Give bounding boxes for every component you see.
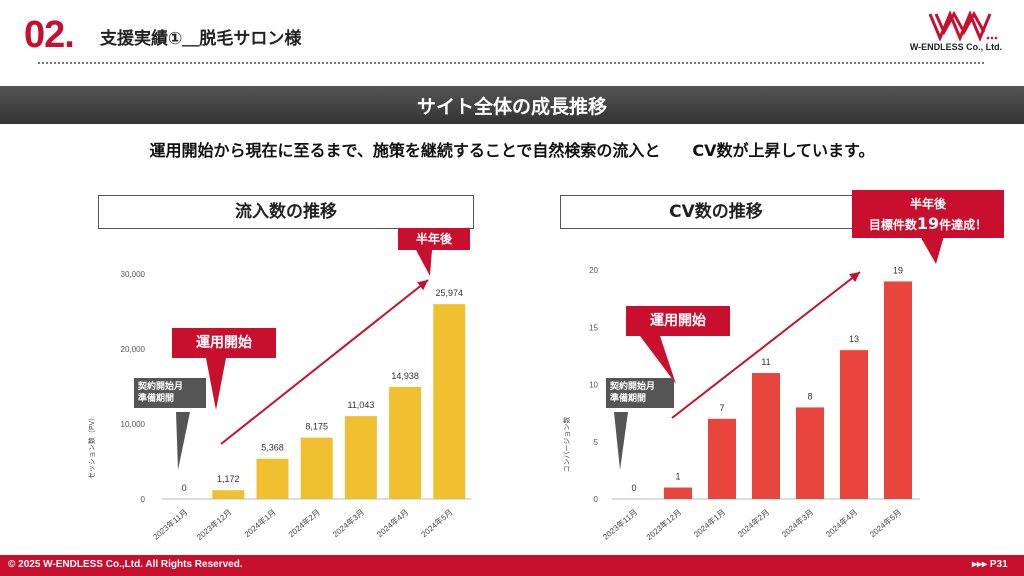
right-callout-prep: 契約開始月 準備期間 xyxy=(606,378,674,408)
right-callout-half-text-b: 件達成！ xyxy=(939,218,988,232)
left-bar-value-label: 11,043 xyxy=(347,400,374,410)
right-bar xyxy=(752,373,780,499)
company-logo-text: W-ENDLESS Co., Ltd. xyxy=(909,42,1003,52)
right-bar xyxy=(796,407,824,499)
right-callout-start: 運用開始 xyxy=(626,306,730,336)
left-ytick-label: 30,000 xyxy=(121,270,146,279)
right-bar-value-label: 7 xyxy=(719,403,724,413)
left-bar-value-label: 1,172 xyxy=(217,474,240,484)
right-callout-half: 半年後 目標件数19件達成！ xyxy=(852,190,1004,238)
left-bar xyxy=(433,304,466,499)
left-bar-value-label: 14,938 xyxy=(391,371,419,381)
section-number: 02. xyxy=(24,14,75,56)
right-y-axis-label: コンバージョン数 xyxy=(562,417,571,473)
right-bar-value-label: 0 xyxy=(631,483,636,493)
right-bar xyxy=(664,487,692,499)
right-bar-value-label: 19 xyxy=(893,265,903,275)
section-banner-title: サイト全体の成長推移 xyxy=(416,96,607,118)
right-bar xyxy=(708,418,736,499)
left-bar-value-label: 0 xyxy=(182,483,187,493)
left-bar xyxy=(300,437,333,499)
left-y-axis-label: セッション数（PV） xyxy=(87,414,96,479)
right-ytick-label: 15 xyxy=(589,323,598,332)
right-ytick-label: 10 xyxy=(589,381,598,390)
left-bar-value-label: 5,368 xyxy=(261,443,284,453)
right-callout-half-text-a: 目標件数 xyxy=(868,218,917,232)
right-callout-half-line2: 目標件数19件達成！ xyxy=(852,214,1004,235)
right-bar xyxy=(840,350,868,499)
right-ytick-label: 20 xyxy=(589,266,598,275)
header-divider xyxy=(38,62,984,64)
left-trend-arrow-head xyxy=(417,280,428,291)
left-ytick-label: 20,000 xyxy=(121,345,146,354)
right-trend-arrow-head xyxy=(849,272,860,283)
right-ytick-label: 0 xyxy=(594,495,599,504)
footer-bar xyxy=(0,555,1024,576)
left-callout-half: 半年後 xyxy=(398,228,470,250)
right-trend-arrow-line xyxy=(671,271,861,419)
right-callout-half-line1: 半年後 xyxy=(909,197,946,211)
left-trend-arrow-line xyxy=(220,279,429,445)
left-ytick-label: 10,000 xyxy=(121,420,146,429)
right-bar-value-label: 11 xyxy=(761,357,770,367)
left-callout-start: 運用開始 xyxy=(172,328,276,358)
right-ytick-label: 5 xyxy=(594,438,599,447)
right-bar xyxy=(884,281,912,499)
company-logo xyxy=(928,10,998,42)
left-bar xyxy=(389,386,422,499)
left-bar xyxy=(256,458,289,499)
footer-page-number: ▸▸▸ P31 xyxy=(972,559,1008,570)
left-ytick-label: 0 xyxy=(141,495,146,504)
right-callout-half-number: 19 xyxy=(916,214,940,233)
right-bar-value-label: 1 xyxy=(675,472,680,482)
footer-copyright: © 2025 W-ENDLESS Co.,Ltd. All Rights Res… xyxy=(8,559,243,570)
page-title: 支援実績①＿脱毛サロン様 xyxy=(100,29,302,49)
left-bar xyxy=(212,490,245,499)
left-chart-title: 流入数の推移 xyxy=(98,195,474,229)
right-chart-title: CV数の推移 xyxy=(560,195,872,229)
lead-text: 運用開始から現在に至るまで、施策を継続することで自然検索の流入と CV数が上昇し… xyxy=(149,141,875,160)
right-bar-value-label: 13 xyxy=(849,334,859,344)
left-bar-value-label: 8,175 xyxy=(305,422,328,432)
right-bar-value-label: 8 xyxy=(807,391,812,401)
section-banner xyxy=(0,86,1024,124)
left-bar xyxy=(344,416,377,499)
left-bar-value-label: 25,974 xyxy=(436,288,464,298)
left-callout-prep: 契約開始月 準備期間 xyxy=(134,378,206,408)
